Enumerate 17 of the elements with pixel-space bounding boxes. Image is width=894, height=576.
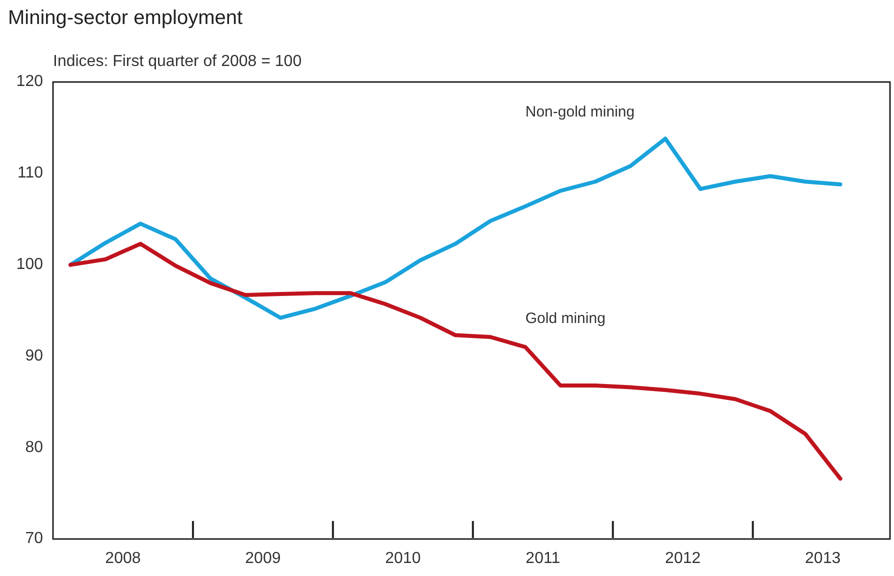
- y-tick-label: 90: [25, 347, 44, 364]
- y-tick-label: 70: [25, 530, 44, 548]
- y-tick-label: 120: [16, 73, 44, 90]
- line-series: [68, 242, 842, 481]
- series-label: Gold mining: [525, 310, 606, 328]
- x-tick-label: 2011: [526, 550, 560, 567]
- y-tick-label: 100: [16, 256, 44, 274]
- x-tick-label: 2012: [665, 550, 701, 567]
- x-tick-label: 2009: [245, 550, 281, 567]
- x-tick-label: 2008: [105, 550, 141, 567]
- x-tick-label: 2013: [805, 550, 841, 567]
- text: Non-gold mining: [525, 103, 635, 120]
- y-tick-label: 80: [25, 438, 44, 456]
- chart-subtitle: Indices: First quarter of 2008 = 100: [53, 53, 302, 70]
- x-tick-label: 2010: [385, 550, 421, 567]
- chart-title: Mining-sector employment: [8, 7, 243, 29]
- y-tick-label: 110: [17, 164, 44, 182]
